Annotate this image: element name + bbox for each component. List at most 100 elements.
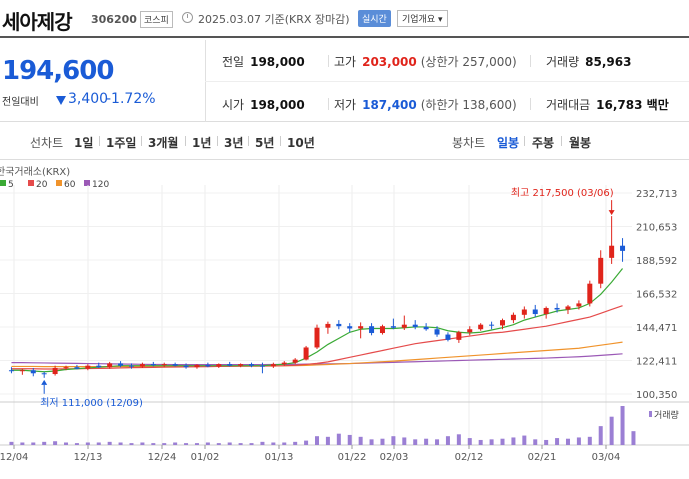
volume-bar	[31, 442, 36, 445]
high-arrow-head	[608, 210, 615, 216]
x-tick-label: 01/02	[191, 452, 220, 463]
legend-swatch	[28, 180, 34, 186]
change-value: 3,400	[68, 91, 109, 107]
y-tick-label: 100,350	[636, 390, 677, 401]
separator	[280, 136, 281, 146]
candle-body	[434, 329, 440, 335]
separator	[530, 98, 531, 110]
separator	[524, 136, 525, 146]
candle-body	[118, 363, 124, 366]
volume-bar	[151, 443, 156, 445]
stat-label: 시가	[222, 98, 245, 112]
stat-value: 85,963	[585, 55, 632, 69]
candle-body	[128, 365, 134, 367]
candle-body	[401, 324, 407, 328]
down-arrow-icon	[56, 96, 66, 105]
tab-monthly[interactable]: 월봉	[569, 136, 592, 150]
volume-bar	[500, 438, 505, 445]
candle-chart-label: 봉차트	[452, 136, 486, 150]
candlestick-chart[interactable]: 한국거래소(KRX) 5 20 60 120 232,713 210,653 188,592 1…	[0, 160, 689, 479]
tab-weekly[interactable]: 주봉	[532, 136, 555, 150]
stat-label: 거래대금	[546, 98, 591, 112]
candle-body	[347, 326, 353, 329]
stat-label: 저가	[334, 98, 357, 112]
candle-body	[281, 362, 287, 365]
volume-bar	[598, 426, 603, 445]
candle-body	[467, 329, 473, 333]
volume-bar	[358, 436, 363, 445]
candle-body	[52, 367, 58, 375]
tab-3y[interactable]: 3년	[224, 136, 244, 150]
chart-source-label: 한국거래소(KRX)	[0, 166, 70, 178]
volume-bar	[391, 436, 396, 445]
volume-bar	[20, 442, 25, 445]
volume-bar	[576, 437, 581, 445]
y-tick-label: 232,713	[636, 189, 677, 200]
stat-value: 198,000	[250, 98, 305, 112]
tab-10y[interactable]: 10년	[287, 136, 315, 150]
candle-body	[303, 347, 309, 360]
tab-3m[interactable]: 3개월	[148, 136, 179, 150]
candle-body	[270, 364, 276, 367]
volume-bar	[238, 443, 243, 445]
tab-daily[interactable]: 일봉	[497, 136, 520, 150]
volume-bar	[631, 431, 636, 445]
volume-bar	[315, 436, 319, 445]
candle-body	[369, 326, 375, 334]
change-percent: -1.72%	[106, 91, 156, 107]
candle-body	[41, 373, 47, 375]
volume-bar	[118, 442, 123, 445]
stat-low: 저가 187,400 (하한가 138,600)	[334, 96, 517, 113]
x-tick-label: 12/13	[74, 452, 103, 463]
y-tick-label: 210,653	[636, 223, 677, 234]
volume-bar	[282, 442, 287, 445]
volume-bar	[205, 442, 210, 445]
volume-bar	[162, 443, 167, 445]
candle-body	[510, 314, 516, 321]
candle-body	[336, 323, 342, 327]
candle-body	[390, 326, 396, 328]
candle-body	[412, 324, 418, 327]
moving-average-line-ma5	[11, 268, 624, 373]
candle-body	[445, 334, 451, 340]
candle-body	[172, 364, 178, 366]
candle-body	[205, 364, 211, 367]
candle-body	[423, 326, 429, 330]
legend-label: 20	[36, 180, 48, 190]
chart-svg: 한국거래소(KRX) 5 20 60 120 232,713 210,653 188,592 1…	[0, 166, 689, 463]
tab-1y[interactable]: 1년	[192, 136, 212, 150]
volume-bar	[194, 443, 199, 445]
high-annotation: 최고 217,500 (03/06)	[511, 187, 614, 199]
low-annotation: 최저 111,000 (12/09)	[40, 397, 143, 409]
volume-bar	[216, 443, 221, 445]
volume-bar	[64, 442, 69, 445]
candle-body	[500, 320, 506, 326]
realtime-button[interactable]: 실시간	[358, 10, 391, 27]
volume-bar	[96, 442, 101, 445]
tab-5y[interactable]: 5년	[255, 136, 275, 150]
candle-body	[183, 365, 189, 368]
stat-volume: 거래량 85,963	[546, 53, 631, 70]
volume-bar	[347, 434, 352, 445]
clock-icon	[182, 12, 193, 23]
separator	[141, 136, 142, 146]
candle-body	[565, 306, 571, 310]
x-tick-label: 01/13	[265, 452, 294, 463]
volume-bar	[489, 439, 494, 445]
volume-bar	[445, 436, 450, 445]
volume-bar	[336, 433, 341, 445]
volume-bar	[249, 443, 254, 445]
low-arrow-head	[41, 379, 48, 385]
company-overview-button[interactable]: 기업개요 ▾	[397, 10, 448, 27]
tab-1d[interactable]: 1일	[74, 136, 94, 150]
candle-body	[74, 367, 80, 369]
volume-bar	[435, 439, 440, 445]
legend-swatch	[56, 180, 62, 186]
volume-bar	[565, 438, 570, 445]
legend-label: 60	[64, 180, 76, 190]
stat-value: 203,000	[362, 55, 417, 69]
volume-bar	[107, 441, 112, 445]
candle-body	[150, 364, 156, 366]
tab-1w[interactable]: 1주일	[106, 136, 137, 150]
x-tick-label: 02/12	[455, 452, 484, 463]
